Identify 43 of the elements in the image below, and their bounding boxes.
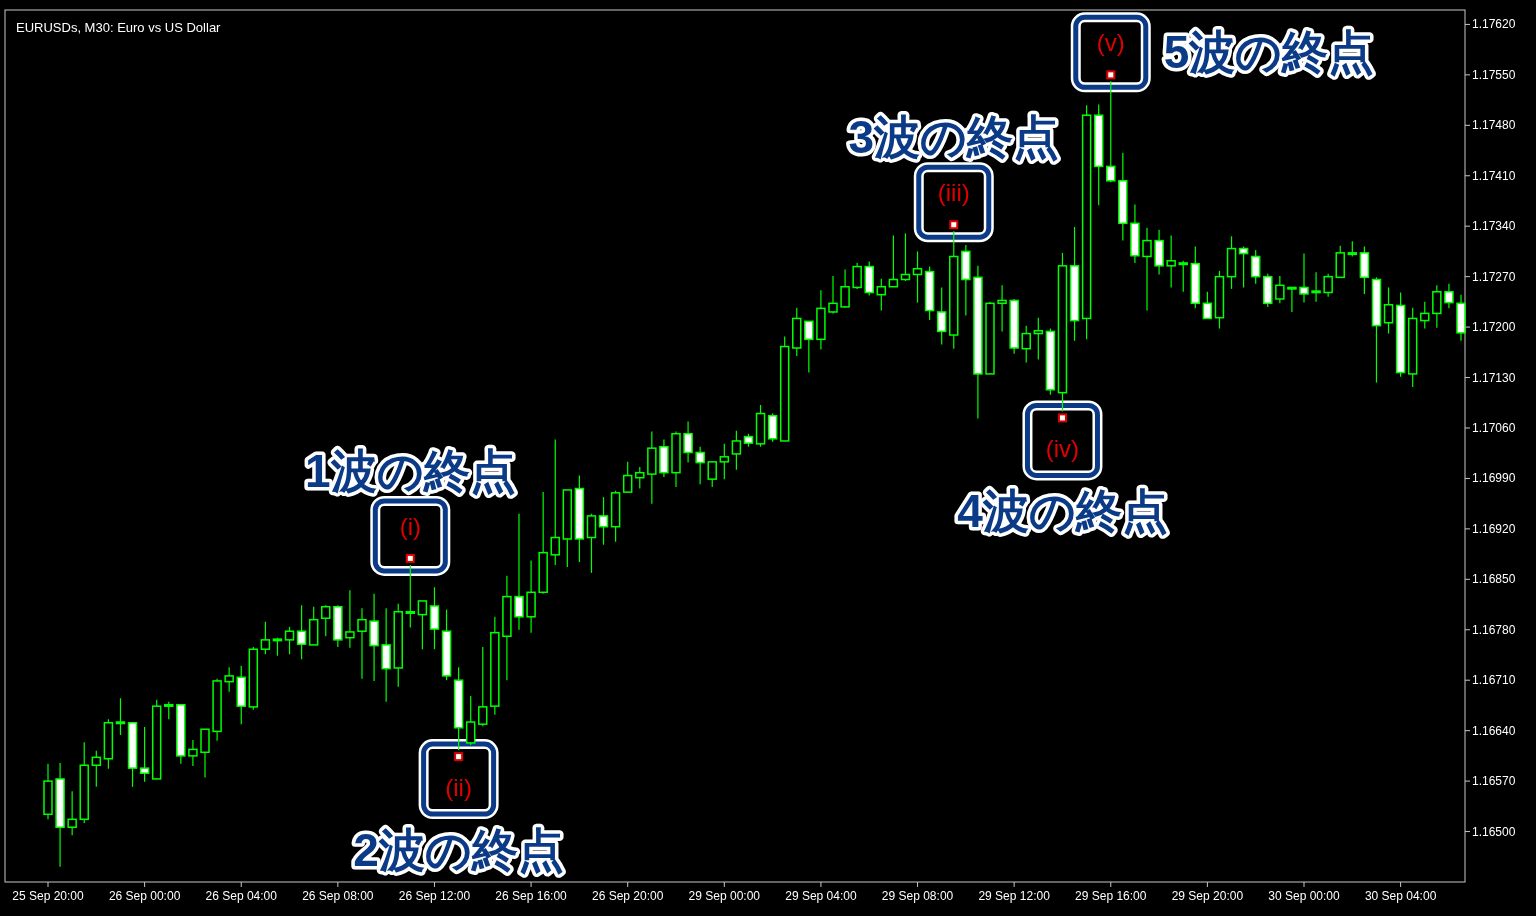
annotation: 5波の終点 xyxy=(1163,26,1375,79)
annotation: 2波の終点 xyxy=(353,824,564,877)
y-tick-label: 1.16640 xyxy=(1472,723,1516,738)
annotation: 4波の終点 xyxy=(957,485,1168,538)
x-tick-label: 29 Sep 12:00 xyxy=(978,889,1051,903)
x-tick-label: 26 Sep 08:00 xyxy=(302,889,374,903)
y-tick-label: 1.17060 xyxy=(1472,420,1516,435)
annotation: (ii) xyxy=(445,774,472,802)
annotation: (i) xyxy=(399,512,421,540)
x-tick-label: 29 Sep 08:00 xyxy=(881,889,954,903)
x-tick-label: 29 Sep 16:00 xyxy=(1075,889,1147,903)
x-tick-label: 26 Sep 16:00 xyxy=(495,889,568,903)
annotation: (v) xyxy=(1096,29,1125,57)
annotation: (iii) xyxy=(937,179,970,207)
y-tick-label: 1.17270 xyxy=(1472,269,1516,284)
x-tick-label: 29 Sep 04:00 xyxy=(785,889,857,903)
y-tick-label: 1.16780 xyxy=(1472,622,1516,637)
x-tick-label: 30 Sep 00:00 xyxy=(1268,889,1341,903)
x-tick-label: 26 Sep 20:00 xyxy=(591,889,664,903)
y-tick-label: 1.17200 xyxy=(1472,320,1516,335)
text: EURUSDs, M30: Euro vs US Dollar xyxy=(16,20,222,35)
x-tick-label: 29 Sep 00:00 xyxy=(688,889,761,903)
y-tick-label: 1.16500 xyxy=(1472,824,1516,839)
y-tick-label: 1.17410 xyxy=(1472,168,1516,183)
y-tick-label: 1.17130 xyxy=(1472,370,1516,385)
x-tick-label: 26 Sep 04:00 xyxy=(205,889,278,903)
x-tick-label: 25 Sep 20:00 xyxy=(12,889,85,903)
annotation: 1波の終点 xyxy=(305,444,516,497)
y-tick-label: 1.16990 xyxy=(1472,471,1516,486)
annotation: (iv) xyxy=(1045,435,1080,463)
y-tick-label: 1.16850 xyxy=(1472,572,1516,587)
x-tick-label: 26 Sep 00:00 xyxy=(108,889,181,903)
y-tick-label: 1.16920 xyxy=(1472,521,1516,536)
y-tick-label: 1.17550 xyxy=(1472,67,1516,82)
x-tick-label: 30 Sep 04:00 xyxy=(1364,889,1437,903)
y-tick-label: 1.17480 xyxy=(1472,118,1516,133)
x-tick-label: 29 Sep 20:00 xyxy=(1171,889,1244,903)
y-tick-label: 1.16710 xyxy=(1472,673,1516,688)
y-tick-label: 1.17340 xyxy=(1472,219,1516,234)
annotation: 3波の終点 xyxy=(848,111,1060,164)
x-tick-label: 26 Sep 12:00 xyxy=(398,889,471,903)
y-tick-label: 1.17620 xyxy=(1472,17,1516,32)
y-tick-label: 1.16570 xyxy=(1472,774,1516,789)
